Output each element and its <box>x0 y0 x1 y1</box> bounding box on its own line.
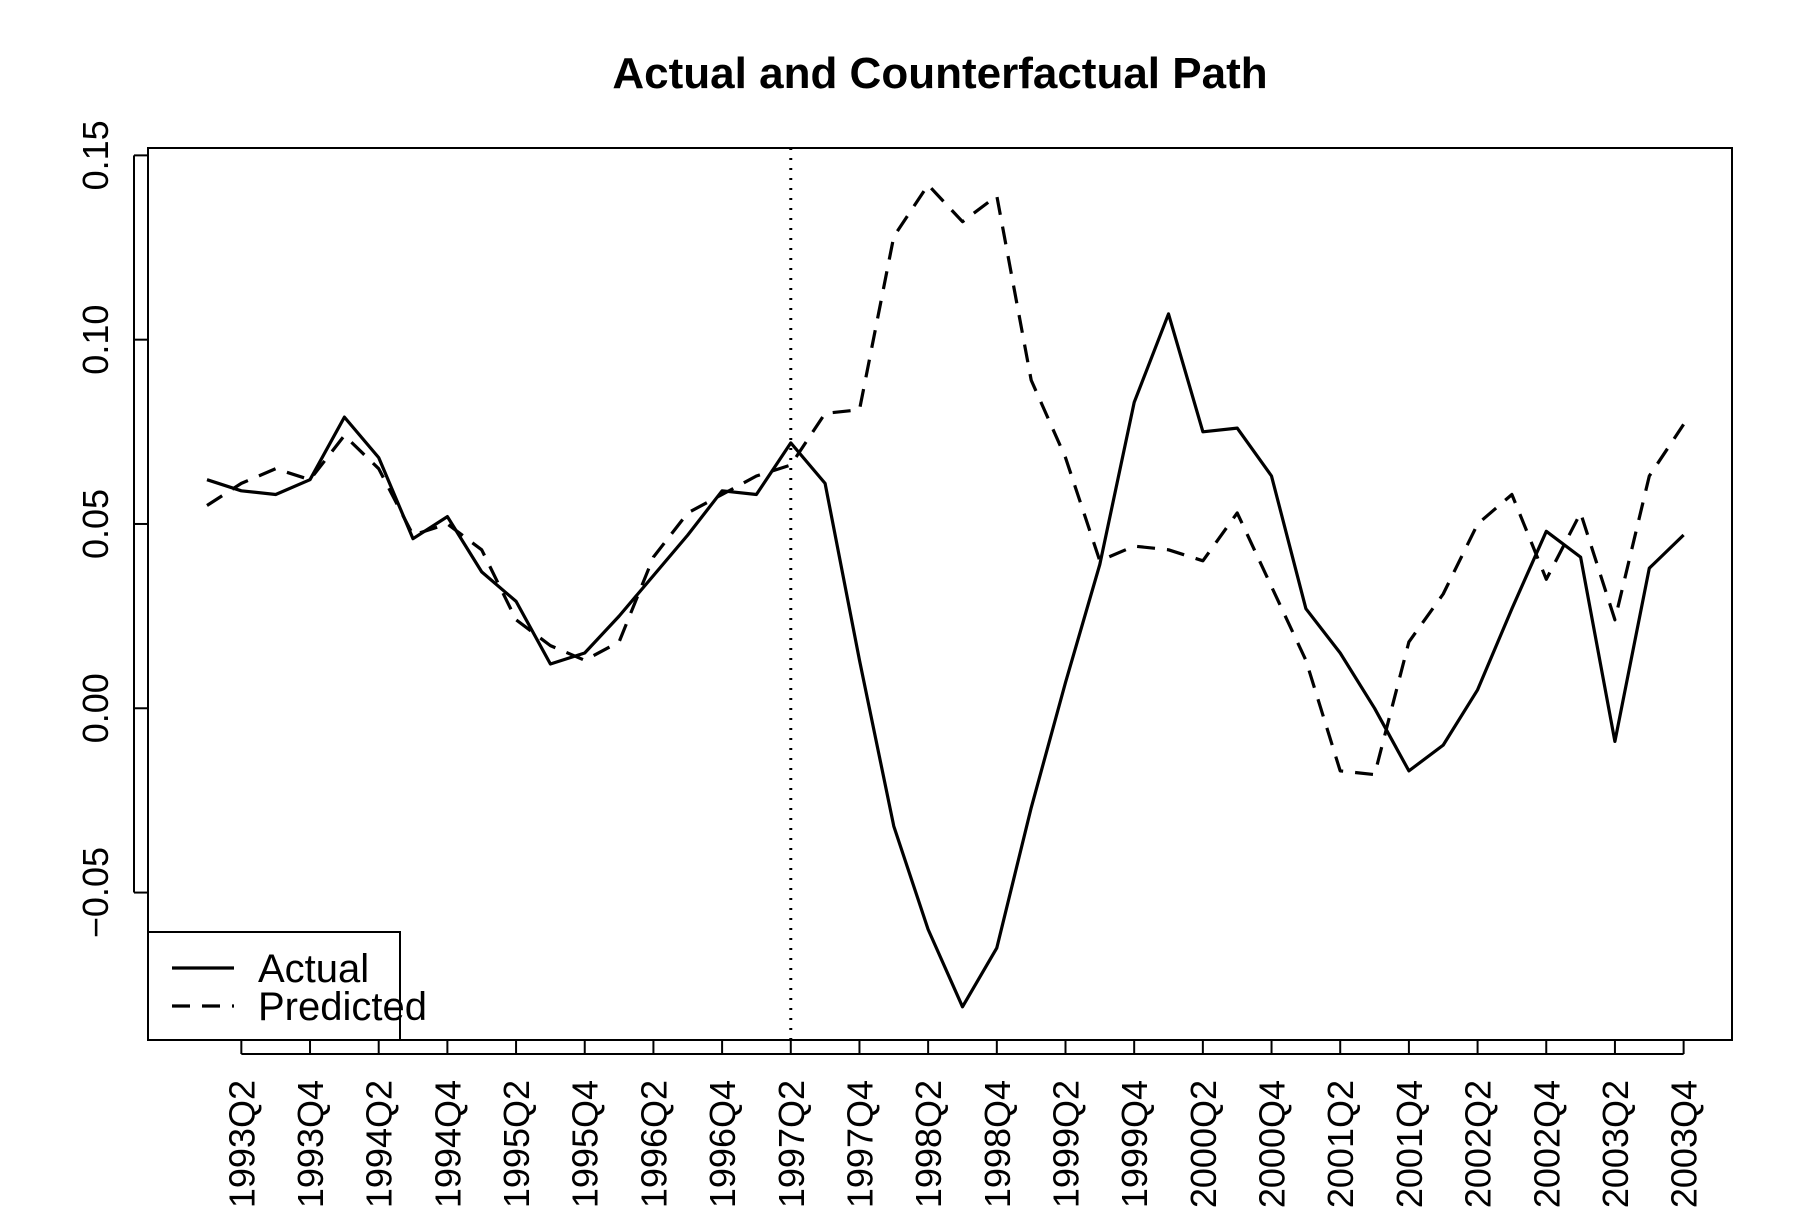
x-tick-label: 1993Q2 <box>221 1080 262 1208</box>
x-tick-label: 1994Q2 <box>359 1080 400 1208</box>
x-tick-label: 2002Q4 <box>1526 1080 1567 1208</box>
x-tick-label: 1999Q4 <box>1114 1080 1155 1208</box>
plot-frame <box>147 147 1733 1041</box>
x-tick-label: 1995Q2 <box>496 1080 537 1208</box>
legend-box <box>147 931 401 1041</box>
axes: −0.05 0.00 0.05 0.10 0.15 1993Q2 1993Q4 1994Q2 1… <box>75 120 1733 1208</box>
x-tick-label: 1998Q4 <box>977 1080 1018 1208</box>
x-tick-label: 2003Q2 <box>1595 1080 1636 1208</box>
x-tick-label: 1996Q2 <box>633 1080 674 1208</box>
legend-label-predicted: Predicted <box>258 985 427 1029</box>
y-tick-label: 0.10 <box>75 305 116 375</box>
x-tick-label: 1995Q4 <box>565 1080 606 1208</box>
x-tick-label: 1993Q4 <box>290 1080 331 1208</box>
x-tick-label: 2003Q4 <box>1664 1080 1705 1208</box>
legend-label-actual: Actual <box>258 947 369 991</box>
series-line-actual <box>206 312 1685 1009</box>
x-tick-label: 1997Q4 <box>839 1080 880 1208</box>
plot-area <box>206 148 1685 1040</box>
y-tick-label: 0.05 <box>75 489 116 559</box>
y-tick-label: 0.00 <box>75 673 116 743</box>
x-tick-label: 2000Q4 <box>1252 1080 1293 1208</box>
x-tick-label: 1997Q2 <box>771 1080 812 1208</box>
x-tick-label: 2001Q4 <box>1389 1080 1430 1208</box>
x-tick-label: 1996Q4 <box>702 1080 743 1208</box>
chart-title: Actual and Counterfactual Path <box>612 49 1267 98</box>
series-line-predicted <box>206 183 1685 777</box>
x-tick-label: 1999Q2 <box>1046 1080 1087 1208</box>
x-tick-label: 1994Q4 <box>427 1080 468 1208</box>
x-tick-label: 2001Q2 <box>1320 1080 1361 1208</box>
y-tick-label: 0.15 <box>75 120 116 190</box>
x-tick-label: 1998Q2 <box>908 1080 949 1208</box>
x-tick-label: 2002Q2 <box>1458 1080 1499 1208</box>
y-tick-label: −0.05 <box>75 847 116 938</box>
x-tick-label: 2000Q2 <box>1183 1080 1224 1208</box>
